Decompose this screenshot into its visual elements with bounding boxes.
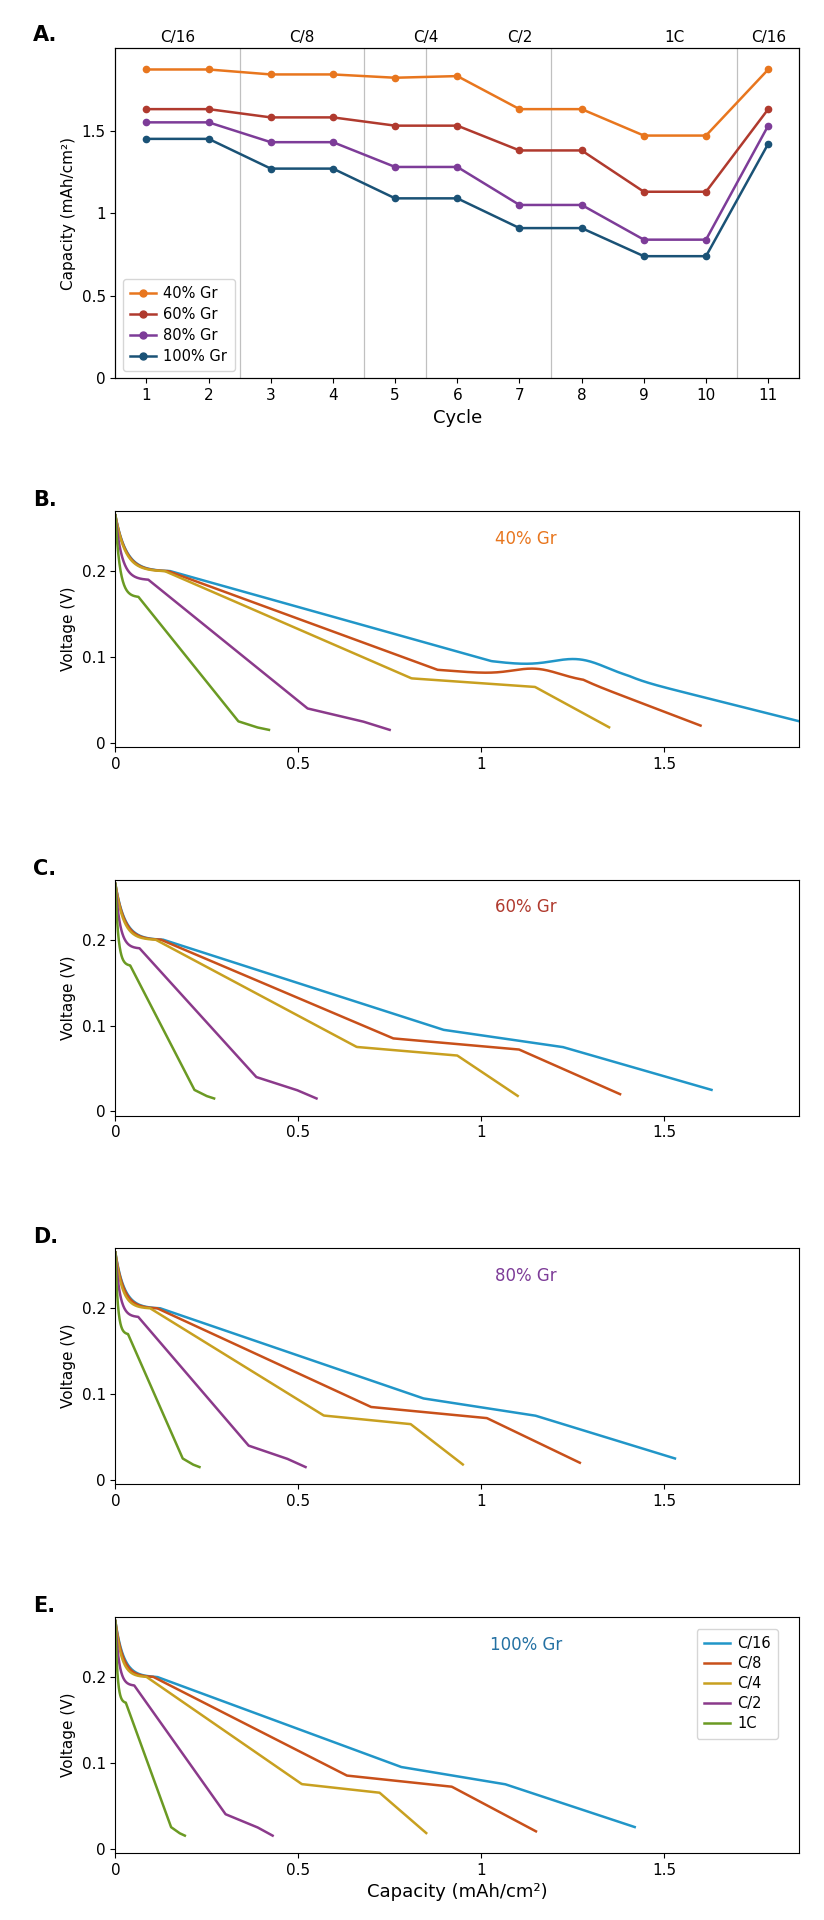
- 40% Gr: [701, 125, 711, 148]
- 80% Gr: [142, 111, 152, 134]
- Line: 40% Gr: 40% Gr: [143, 67, 771, 138]
- 60% Gr: [328, 106, 338, 129]
- 80% Gr: [701, 228, 711, 252]
- 60% Gr: [577, 138, 587, 161]
- Line: 100% Gr: 100% Gr: [143, 136, 771, 259]
- 60% Gr: [142, 98, 152, 121]
- 100% Gr: [328, 157, 338, 180]
- 60% Gr: [391, 113, 400, 136]
- Text: 80% Gr: 80% Gr: [495, 1267, 556, 1284]
- 60% Gr: [266, 106, 276, 129]
- 80% Gr: [452, 156, 462, 179]
- 80% Gr: [577, 194, 587, 217]
- 80% Gr: [514, 194, 524, 217]
- Y-axis label: Capacity (mAh/cm²): Capacity (mAh/cm²): [61, 136, 76, 290]
- Text: C.: C.: [33, 858, 56, 879]
- Text: E.: E.: [33, 1596, 55, 1617]
- 60% Gr: [452, 113, 462, 136]
- Y-axis label: Voltage (V): Voltage (V): [61, 1693, 76, 1778]
- Legend: 40% Gr, 60% Gr, 80% Gr, 100% Gr: 40% Gr, 60% Gr, 80% Gr, 100% Gr: [123, 278, 235, 371]
- 80% Gr: [639, 228, 648, 252]
- 80% Gr: [328, 131, 338, 154]
- 40% Gr: [763, 58, 773, 81]
- Text: A.: A.: [33, 25, 58, 46]
- 100% Gr: [391, 186, 400, 209]
- X-axis label: Cycle: Cycle: [433, 409, 482, 426]
- 100% Gr: [763, 132, 773, 156]
- 80% Gr: [266, 131, 276, 154]
- 80% Gr: [763, 113, 773, 136]
- 40% Gr: [142, 58, 152, 81]
- X-axis label: Capacity (mAh/cm²): Capacity (mAh/cm²): [367, 1884, 548, 1901]
- 100% Gr: [701, 244, 711, 267]
- 100% Gr: [639, 244, 648, 267]
- Text: 100% Gr: 100% Gr: [489, 1636, 562, 1653]
- 60% Gr: [514, 138, 524, 161]
- Line: 80% Gr: 80% Gr: [143, 119, 771, 242]
- Text: B.: B.: [33, 490, 57, 511]
- 60% Gr: [701, 180, 711, 204]
- 80% Gr: [391, 156, 400, 179]
- 100% Gr: [577, 217, 587, 240]
- Y-axis label: Voltage (V): Voltage (V): [61, 588, 76, 672]
- 40% Gr: [639, 125, 648, 148]
- 60% Gr: [204, 98, 213, 121]
- 40% Gr: [204, 58, 213, 81]
- 100% Gr: [142, 127, 152, 150]
- Legend: C/16, C/8, C/4, C/2, 1C: C/16, C/8, C/4, C/2, 1C: [696, 1628, 779, 1740]
- 40% Gr: [328, 63, 338, 86]
- 100% Gr: [266, 157, 276, 180]
- Text: D.: D.: [33, 1227, 59, 1248]
- 100% Gr: [514, 217, 524, 240]
- 40% Gr: [452, 65, 462, 88]
- Text: 40% Gr: 40% Gr: [495, 530, 556, 547]
- Y-axis label: Voltage (V): Voltage (V): [61, 1325, 76, 1409]
- 100% Gr: [452, 186, 462, 209]
- 40% Gr: [266, 63, 276, 86]
- 60% Gr: [639, 180, 648, 204]
- 80% Gr: [204, 111, 213, 134]
- Line: 60% Gr: 60% Gr: [143, 106, 771, 194]
- Y-axis label: Voltage (V): Voltage (V): [61, 956, 76, 1041]
- 40% Gr: [577, 98, 587, 121]
- Text: 60% Gr: 60% Gr: [495, 899, 556, 916]
- 100% Gr: [204, 127, 213, 150]
- 40% Gr: [391, 65, 400, 88]
- 40% Gr: [514, 98, 524, 121]
- 60% Gr: [763, 98, 773, 121]
